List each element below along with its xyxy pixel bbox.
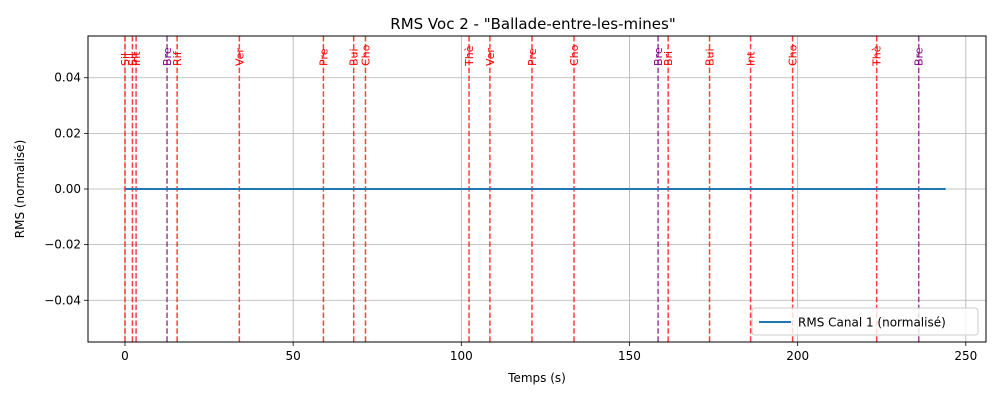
section-marker-label: Ver <box>484 48 497 66</box>
x-tick-label: 100 <box>450 349 473 363</box>
x-tick-label: 250 <box>954 349 977 363</box>
section-marker-label: Bui <box>704 48 717 66</box>
section-marker-label: Bre <box>913 47 926 66</box>
chart-title: RMS Voc 2 - "Ballade-entre-les-mines" <box>390 15 675 33</box>
y-tick-label: 0.02 <box>54 126 81 140</box>
section-marker-label: Bre <box>161 47 174 66</box>
section-marker-label: Cho <box>568 44 581 66</box>
section-marker-label: Thè <box>463 45 476 67</box>
section-marker-label: Pre <box>317 48 330 66</box>
x-tick-label: 50 <box>286 349 301 363</box>
y-tick-label: −0.04 <box>44 293 81 307</box>
y-tick-label: −0.02 <box>44 238 81 252</box>
x-tick-label: 150 <box>618 349 641 363</box>
section-marker-label: Cho <box>787 44 800 66</box>
section-marker-label: Thè <box>871 45 884 67</box>
section-marker-label: Bui <box>348 48 361 66</box>
section-marker-label: Rif <box>171 50 184 66</box>
section-marker-label: Bri <box>662 51 675 66</box>
x-axis-label: Temps (s) <box>507 371 566 385</box>
section-marker-label: Sil <box>119 53 132 66</box>
x-tick-label: 200 <box>786 349 809 363</box>
section-marker-label: Ver <box>233 48 246 66</box>
section-marker-label: Bre <box>652 47 665 66</box>
y-tick-label: 0.00 <box>54 182 81 196</box>
y-axis-ticks: −0.04 −0.02 0.00 0.02 0.04 <box>44 71 88 307</box>
section-marker-label: Int <box>745 51 758 66</box>
section-marker-label: Pre <box>526 48 539 66</box>
section-marker-label: Int <box>130 51 143 66</box>
x-axis-ticks: 0 50 100 150 200 250 <box>121 342 977 363</box>
y-tick-label: 0.04 <box>54 71 81 85</box>
legend-entry: RMS Canal 1 (normalisé) <box>798 316 946 330</box>
section-marker-label: Cho <box>359 44 372 66</box>
y-axis-label: RMS (normalisé) <box>13 140 27 239</box>
legend-box <box>751 307 979 336</box>
x-tick-label: 0 <box>121 349 129 363</box>
legend: RMS Canal 1 (normalisé) <box>751 307 979 336</box>
